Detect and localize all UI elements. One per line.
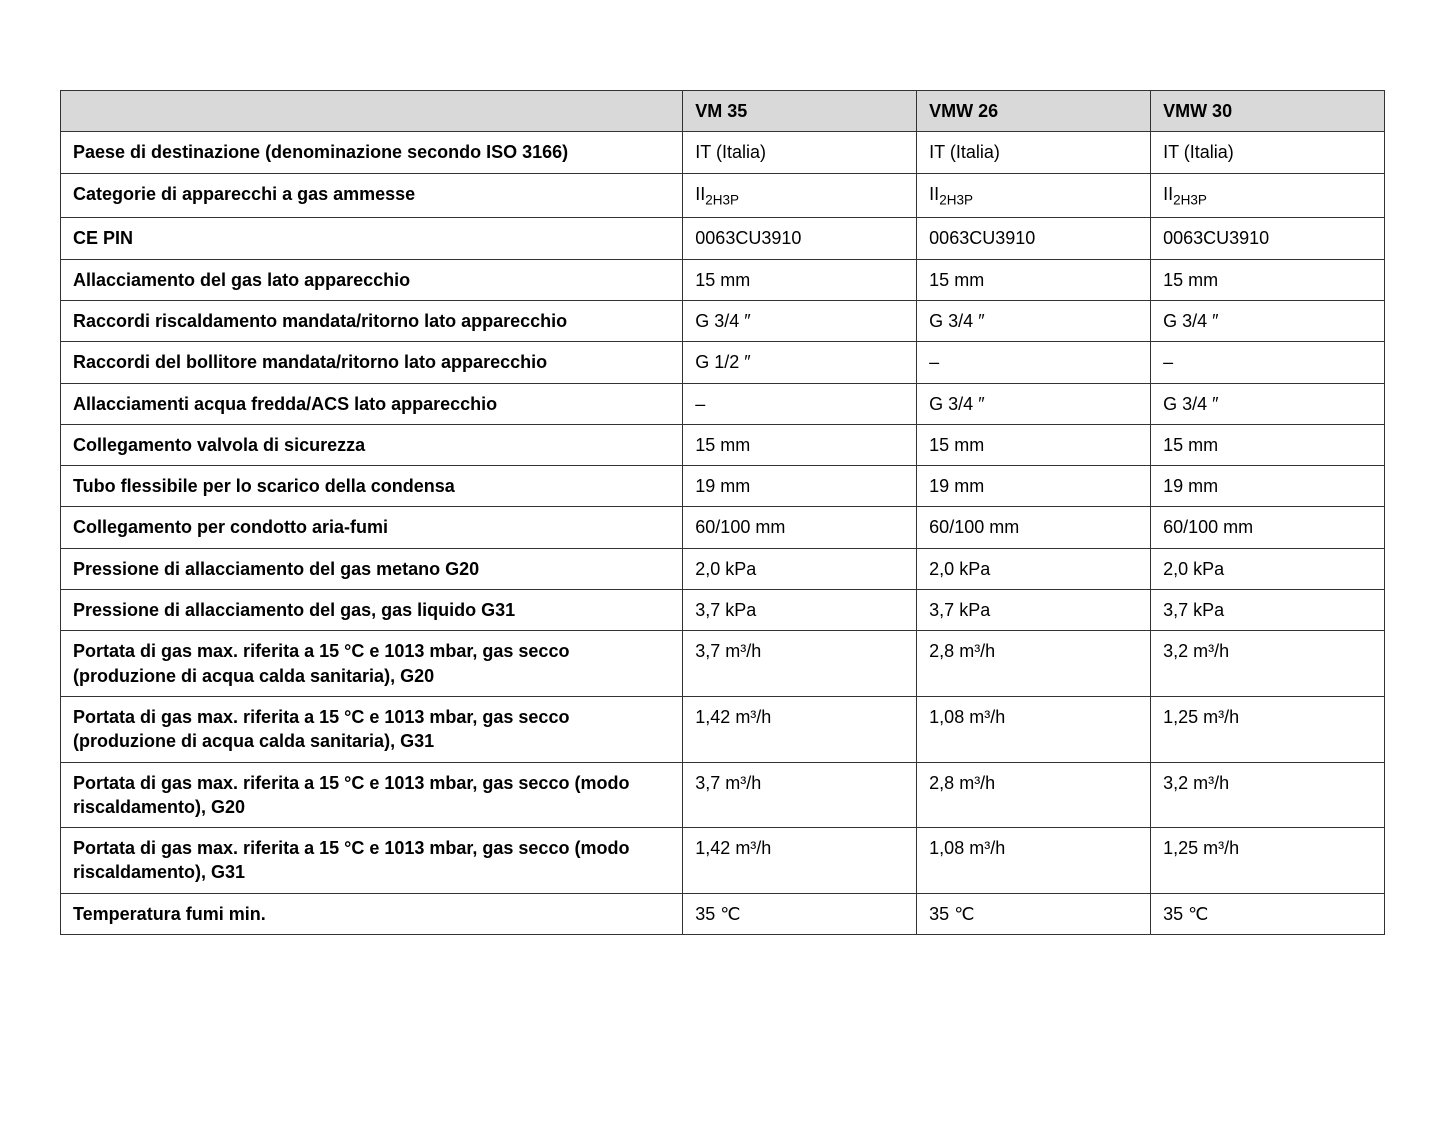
row-value: 2,0 kPa [683, 548, 917, 589]
table-row: Collegamento valvola di sicurezza15 mm15… [61, 424, 1385, 465]
row-value: 0063CU3910 [1151, 218, 1385, 259]
row-label: Portata di gas max. riferita a 15 °C e 1… [61, 631, 683, 697]
col-header-vmw30: VMW 30 [1151, 91, 1385, 132]
row-value: 0063CU3910 [917, 218, 1151, 259]
row-value: 15 mm [683, 424, 917, 465]
table-row: Tubo flessibile per lo scarico della con… [61, 466, 1385, 507]
table-row: Allacciamenti acqua fredda/ACS lato appa… [61, 383, 1385, 424]
table-row: CE PIN0063CU39100063CU39100063CU3910 [61, 218, 1385, 259]
row-label: Temperatura fumi min. [61, 893, 683, 934]
table-row: Portata di gas max. riferita a 15 °C e 1… [61, 696, 1385, 762]
table-row: Categorie di apparecchi a gas ammesseII2… [61, 173, 1385, 218]
row-value: IT (Italia) [917, 132, 1151, 173]
row-value: 15 mm [683, 259, 917, 300]
col-header-label [61, 91, 683, 132]
row-value: 15 mm [1151, 424, 1385, 465]
row-value: IT (Italia) [1151, 132, 1385, 173]
row-value: 0063CU3910 [683, 218, 917, 259]
row-label: Raccordi riscaldamento mandata/ritorno l… [61, 301, 683, 342]
table-header-row: VM 35 VMW 26 VMW 30 [61, 91, 1385, 132]
table-row: Pressione di allacciamento del gas metan… [61, 548, 1385, 589]
row-value: 2,8 m³/h [917, 762, 1151, 828]
row-value: 1,42 m³/h [683, 696, 917, 762]
row-value: 3,2 m³/h [1151, 762, 1385, 828]
row-value: 1,25 m³/h [1151, 696, 1385, 762]
row-value: 3,2 m³/h [1151, 631, 1385, 697]
row-value: 2,0 kPa [1151, 548, 1385, 589]
row-value: 60/100 mm [683, 507, 917, 548]
row-label: Tubo flessibile per lo scarico della con… [61, 466, 683, 507]
row-value: 35 ℃ [917, 893, 1151, 934]
row-value: II2H3P [1151, 173, 1385, 218]
row-value: 1,08 m³/h [917, 828, 1151, 894]
row-label: Portata di gas max. riferita a 15 °C e 1… [61, 828, 683, 894]
table-row: Paese di destinazione (denominazione sec… [61, 132, 1385, 173]
row-value: 60/100 mm [917, 507, 1151, 548]
row-value: 1,42 m³/h [683, 828, 917, 894]
row-label: Portata di gas max. riferita a 15 °C e 1… [61, 762, 683, 828]
row-value: 15 mm [917, 259, 1151, 300]
row-value: G 3/4 ″ [683, 301, 917, 342]
row-value: 35 ℃ [1151, 893, 1385, 934]
row-value: 60/100 mm [1151, 507, 1385, 548]
table-row: Raccordi del bollitore mandata/ritorno l… [61, 342, 1385, 383]
row-label: Collegamento valvola di sicurezza [61, 424, 683, 465]
row-value: – [683, 383, 917, 424]
row-label: Pressione di allacciamento del gas metan… [61, 548, 683, 589]
col-header-vm35: VM 35 [683, 91, 917, 132]
table-row: Portata di gas max. riferita a 15 °C e 1… [61, 762, 1385, 828]
row-value: 19 mm [683, 466, 917, 507]
row-label: Allacciamento del gas lato apparecchio [61, 259, 683, 300]
table-row: Allacciamento del gas lato apparecchio15… [61, 259, 1385, 300]
row-value: IT (Italia) [683, 132, 917, 173]
row-label: Raccordi del bollitore mandata/ritorno l… [61, 342, 683, 383]
row-value: 1,25 m³/h [1151, 828, 1385, 894]
row-value: II2H3P [917, 173, 1151, 218]
table-row: Raccordi riscaldamento mandata/ritorno l… [61, 301, 1385, 342]
table-row: Collegamento per condotto aria-fumi60/10… [61, 507, 1385, 548]
row-label: Pressione di allacciamento del gas, gas … [61, 590, 683, 631]
row-label: CE PIN [61, 218, 683, 259]
row-value: 15 mm [1151, 259, 1385, 300]
row-label: Collegamento per condotto aria-fumi [61, 507, 683, 548]
table-row: Pressione di allacciamento del gas, gas … [61, 590, 1385, 631]
table-row: Portata di gas max. riferita a 15 °C e 1… [61, 828, 1385, 894]
spec-table: VM 35 VMW 26 VMW 30 Paese di destinazion… [60, 90, 1385, 935]
row-value: G 3/4 ″ [1151, 301, 1385, 342]
row-value: 2,8 m³/h [917, 631, 1151, 697]
row-label: Allacciamenti acqua fredda/ACS lato appa… [61, 383, 683, 424]
table-body: Paese di destinazione (denominazione sec… [61, 132, 1385, 935]
row-value: 3,7 kPa [683, 590, 917, 631]
row-label: Categorie di apparecchi a gas ammesse [61, 173, 683, 218]
table-row: Portata di gas max. riferita a 15 °C e 1… [61, 631, 1385, 697]
row-label: Paese di destinazione (denominazione sec… [61, 132, 683, 173]
row-value: 3,7 kPa [1151, 590, 1385, 631]
row-value: 3,7 m³/h [683, 762, 917, 828]
row-value: 35 ℃ [683, 893, 917, 934]
row-value: – [917, 342, 1151, 383]
row-value: G 1/2 ″ [683, 342, 917, 383]
row-value: 3,7 kPa [917, 590, 1151, 631]
row-value: G 3/4 ″ [917, 301, 1151, 342]
row-value: – [1151, 342, 1385, 383]
row-value: 2,0 kPa [917, 548, 1151, 589]
row-value: 1,08 m³/h [917, 696, 1151, 762]
table-row: Temperatura fumi min.35 ℃35 ℃35 ℃ [61, 893, 1385, 934]
row-value: II2H3P [683, 173, 917, 218]
row-value: G 3/4 ″ [917, 383, 1151, 424]
row-value: 3,7 m³/h [683, 631, 917, 697]
row-value: G 3/4 ″ [1151, 383, 1385, 424]
row-value: 19 mm [1151, 466, 1385, 507]
row-value: 19 mm [917, 466, 1151, 507]
row-value: 15 mm [917, 424, 1151, 465]
col-header-vmw26: VMW 26 [917, 91, 1151, 132]
row-label: Portata di gas max. riferita a 15 °C e 1… [61, 696, 683, 762]
